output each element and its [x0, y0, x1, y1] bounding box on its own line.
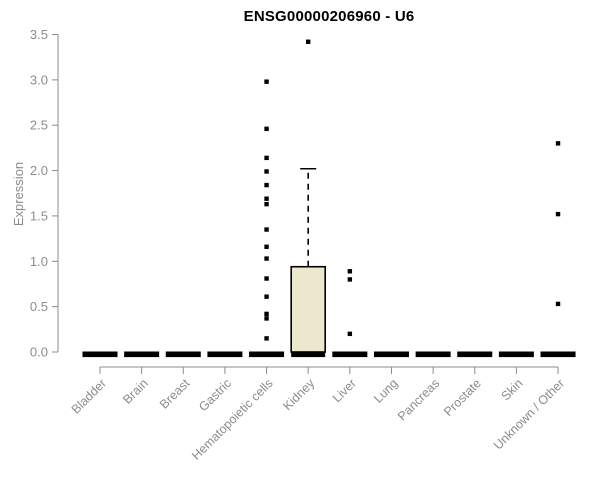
outlier-point	[347, 269, 353, 274]
x-tick-label: Brain	[120, 376, 151, 407]
collapsed-box	[124, 351, 160, 358]
median-line	[291, 351, 326, 358]
outlier-point	[264, 155, 269, 161]
y-tick-label: 0.5	[30, 299, 48, 314]
outlier-point	[347, 331, 353, 337]
collapsed-box	[82, 351, 118, 358]
collapsed-box	[415, 351, 451, 358]
outlier-point	[264, 311, 269, 317]
collapsed-box	[165, 351, 201, 358]
outlier-point	[264, 79, 269, 84]
collapsed-box	[498, 351, 534, 358]
x-tick-label: Skin	[498, 376, 525, 403]
x-tick-label: Hematopoietic cells	[189, 376, 276, 463]
outlier-point	[264, 169, 269, 174]
x-tick-label: Liver	[330, 376, 359, 405]
y-tick-label: 0.0	[30, 345, 48, 360]
collapsed-box	[207, 351, 243, 358]
chart-title: ENSG00000206960 - U6	[243, 8, 415, 25]
x-tick-label: Breast	[157, 376, 193, 412]
y-tick-label: 3.0	[30, 72, 48, 87]
outlier-point	[555, 211, 561, 217]
outlier-point	[264, 201, 269, 207]
x-tick-label: Kidney	[280, 376, 317, 413]
outlier-point	[347, 277, 353, 282]
collapsed-box	[457, 351, 493, 358]
outlier-point	[264, 196, 269, 201]
y-tick-label: 3.5	[30, 27, 48, 42]
x-tick-label: Pancreas	[395, 376, 442, 423]
y-tick-label: 1.5	[30, 208, 48, 223]
y-tick-label: 2.0	[30, 163, 48, 178]
outlier-point	[264, 336, 269, 341]
outlier-point	[264, 126, 269, 132]
x-tick-label: Gastric	[196, 376, 234, 414]
x-tick-label: Bladder	[69, 376, 109, 416]
collapsed-box	[373, 351, 409, 358]
y-tick-label: 1.0	[30, 254, 48, 269]
collapsed-box	[249, 351, 285, 358]
collapsed-box	[332, 351, 368, 358]
outlier-point	[555, 141, 561, 146]
box-rect	[290, 265, 327, 353]
x-tick-label: Lung	[371, 376, 401, 406]
x-tick-label: Prostate	[441, 376, 484, 419]
outlier-point	[264, 276, 269, 281]
outlier-point	[555, 301, 561, 307]
outlier-point	[264, 182, 269, 188]
outlier-point	[264, 316, 269, 321]
outlier-point	[306, 39, 311, 44]
x-tick-label: Unknown / Other	[491, 376, 567, 452]
outlier-point	[264, 294, 269, 299]
y-tick-label: 2.5	[30, 118, 48, 133]
outlier-point	[264, 244, 269, 249]
outlier-point	[264, 256, 269, 261]
collapsed-box	[540, 351, 576, 358]
outlier-point	[264, 227, 269, 232]
